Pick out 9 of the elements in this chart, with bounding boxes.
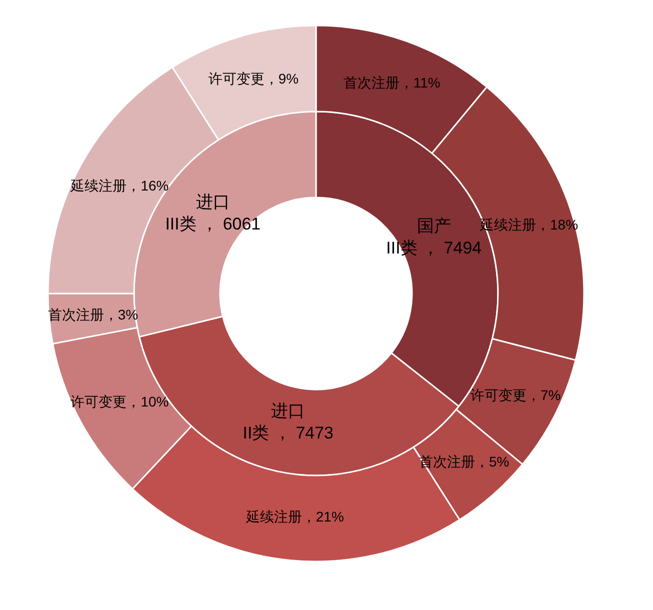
slice-label: 许可变更，9% — [208, 70, 299, 86]
slice-label: 延续注册，21% — [244, 508, 344, 525]
slice-label: 许可变更，10% — [70, 393, 169, 410]
slice-label: 首次注册，11% — [343, 74, 440, 91]
slice-label: 许可变更，7% — [470, 387, 561, 404]
slice-label: 首次注册，3% — [48, 306, 138, 323]
slice-label: 延续注册，16% — [70, 178, 169, 194]
slice-label: 进口 III类 ， 6061 — [165, 192, 261, 234]
slice-label: 进口 II类 ， 7473 — [242, 400, 334, 442]
